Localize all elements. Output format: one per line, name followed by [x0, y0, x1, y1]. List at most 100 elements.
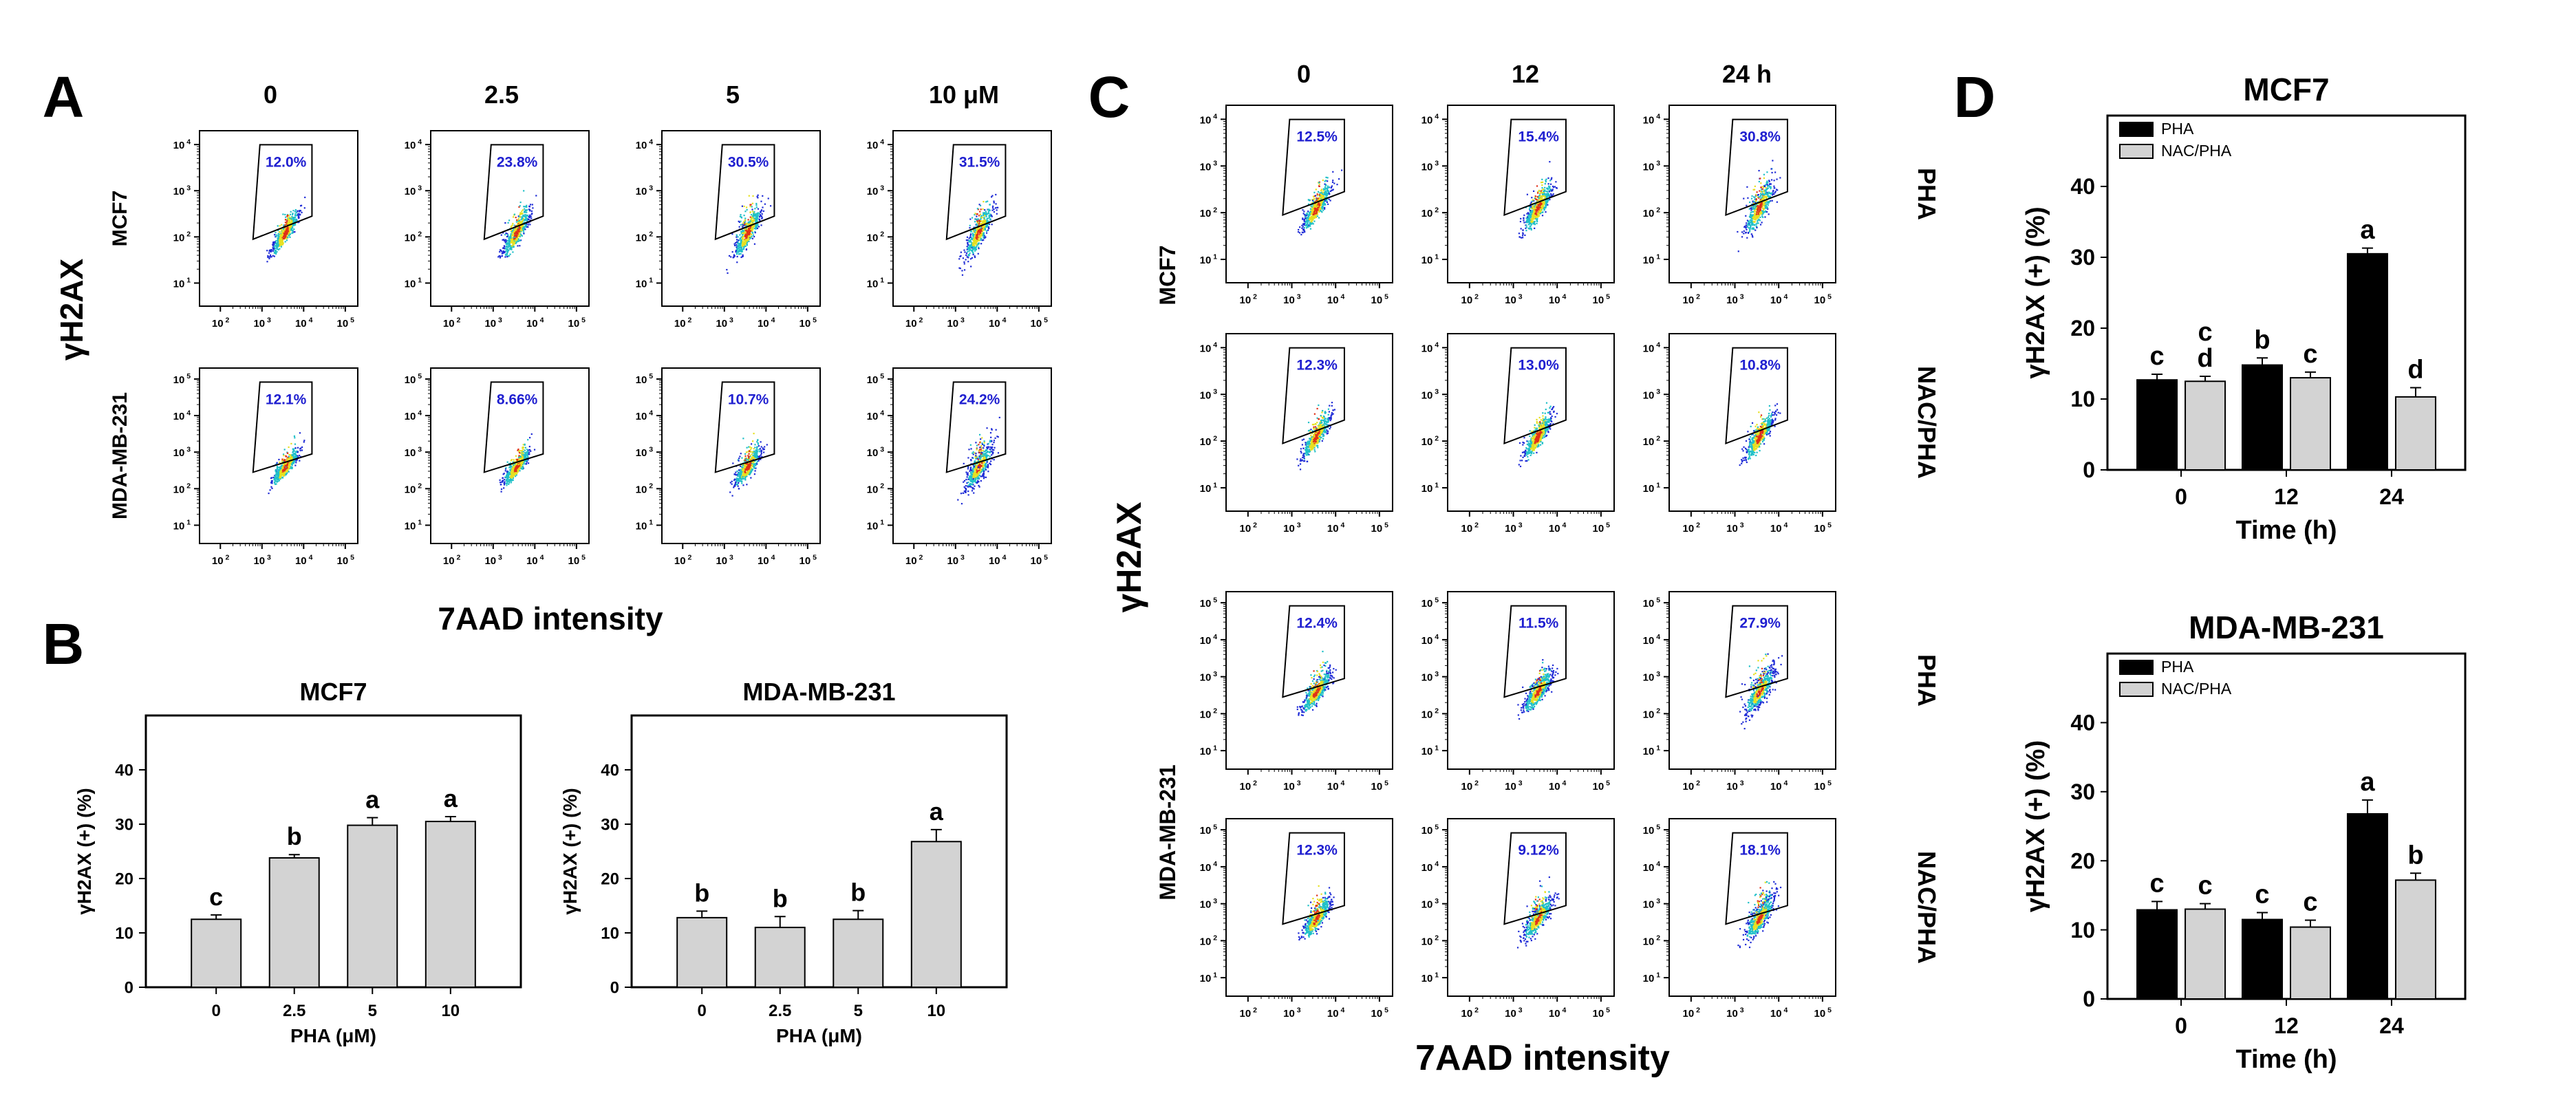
event-dot: [740, 256, 742, 259]
event-dot: [962, 257, 964, 259]
event-dot: [754, 232, 756, 234]
event-dot: [756, 449, 758, 451]
tick-label: 10 1: [867, 277, 885, 290]
event-dot: [754, 454, 756, 456]
event-dot: [272, 248, 275, 250]
event-dot: [293, 452, 295, 455]
event-dot: [277, 248, 279, 250]
flow-plot: 10 2 10 3 10 4 10 510 110 210 310 410 58.66%: [405, 367, 590, 567]
event-dot: [981, 239, 983, 241]
event-dot: [963, 249, 965, 251]
tick-label: 10 2: [443, 553, 461, 567]
event-dot: [502, 250, 504, 252]
event-dot: [513, 473, 515, 475]
event-dot: [985, 201, 987, 203]
event-dot: [740, 478, 742, 480]
plot-frame: [892, 367, 1052, 544]
event-dot: [969, 239, 972, 241]
tick-label-text: 10: [867, 186, 879, 197]
event-dot: [510, 475, 512, 477]
event-dot: [738, 250, 740, 252]
event-dot: [974, 462, 976, 464]
event-dot: [753, 452, 756, 455]
event-dot: [745, 474, 748, 476]
tick-label-text: 10: [867, 278, 879, 290]
event-dot: [513, 224, 515, 226]
event-dot: [279, 473, 281, 475]
event-dot: [508, 236, 510, 238]
event-dot: [295, 215, 297, 217]
event-dot: [760, 210, 762, 212]
event-dot: [760, 449, 762, 451]
event-dot: [742, 224, 744, 226]
event-dot: [754, 230, 756, 233]
event-dot: [962, 492, 964, 494]
column-header: 5: [726, 80, 740, 109]
event-dot: [753, 457, 755, 459]
event-dot: [292, 227, 294, 229]
event-dot: [522, 468, 524, 470]
event-dot: [983, 447, 985, 449]
event-dot: [526, 451, 528, 453]
event-dot: [508, 483, 510, 485]
event-dot: [272, 244, 274, 246]
event-dot: [292, 461, 294, 464]
event-dot: [959, 255, 961, 257]
event-dot: [517, 229, 519, 231]
event-dot: [974, 221, 976, 223]
event-dot: [279, 477, 281, 479]
event-dot: [961, 270, 963, 272]
event-dot: [519, 201, 522, 204]
event-dot: [285, 473, 287, 475]
event-dot: [506, 480, 508, 482]
event-dot: [516, 235, 518, 237]
event-dot: [522, 226, 524, 228]
event-dot: [983, 217, 985, 219]
event-dot: [736, 255, 738, 258]
event-dot: [524, 218, 526, 221]
plot-frame: [199, 367, 358, 544]
event-dot: [286, 219, 288, 222]
event-dot: [524, 219, 526, 222]
event-dot: [294, 453, 297, 455]
event-dot: [514, 469, 516, 471]
event-dot: [291, 220, 293, 222]
event-dot: [741, 476, 743, 478]
event-dot: [753, 460, 756, 462]
event-dot: [518, 219, 520, 222]
event-dot: [975, 457, 977, 460]
event-dot: [269, 249, 271, 251]
event-dot: [515, 239, 518, 241]
event-dot: [279, 237, 281, 240]
event-dot: [751, 206, 753, 208]
event-dot: [971, 246, 973, 249]
event-dot: [973, 240, 975, 242]
event-dot: [268, 252, 270, 254]
tick-label-exponent: 3: [649, 184, 653, 192]
event-dot: [983, 445, 985, 447]
event-dot: [985, 467, 987, 469]
tick-label: 10 5: [173, 372, 191, 386]
event-dot: [981, 442, 983, 444]
event-dot: [277, 475, 279, 477]
event-dot: [975, 455, 977, 457]
event-dot: [744, 475, 746, 477]
event-dot: [514, 232, 516, 235]
event-dot: [524, 460, 526, 462]
tick-label-exponent: 5: [813, 553, 817, 561]
event-dot: [989, 432, 992, 434]
event-dot: [983, 215, 986, 217]
event-dot: [275, 483, 277, 485]
event-dot: [505, 248, 507, 250]
event-dot: [519, 470, 521, 472]
event-dot: [737, 236, 739, 238]
event-dot: [515, 232, 517, 234]
event-dot: [504, 246, 506, 248]
event-dot: [511, 470, 513, 473]
event-dot: [983, 221, 986, 224]
event-dot: [978, 220, 980, 222]
event-dot: [283, 238, 286, 240]
event-dot: [751, 460, 754, 462]
event-dot: [297, 456, 299, 458]
event-dot: [972, 246, 974, 248]
